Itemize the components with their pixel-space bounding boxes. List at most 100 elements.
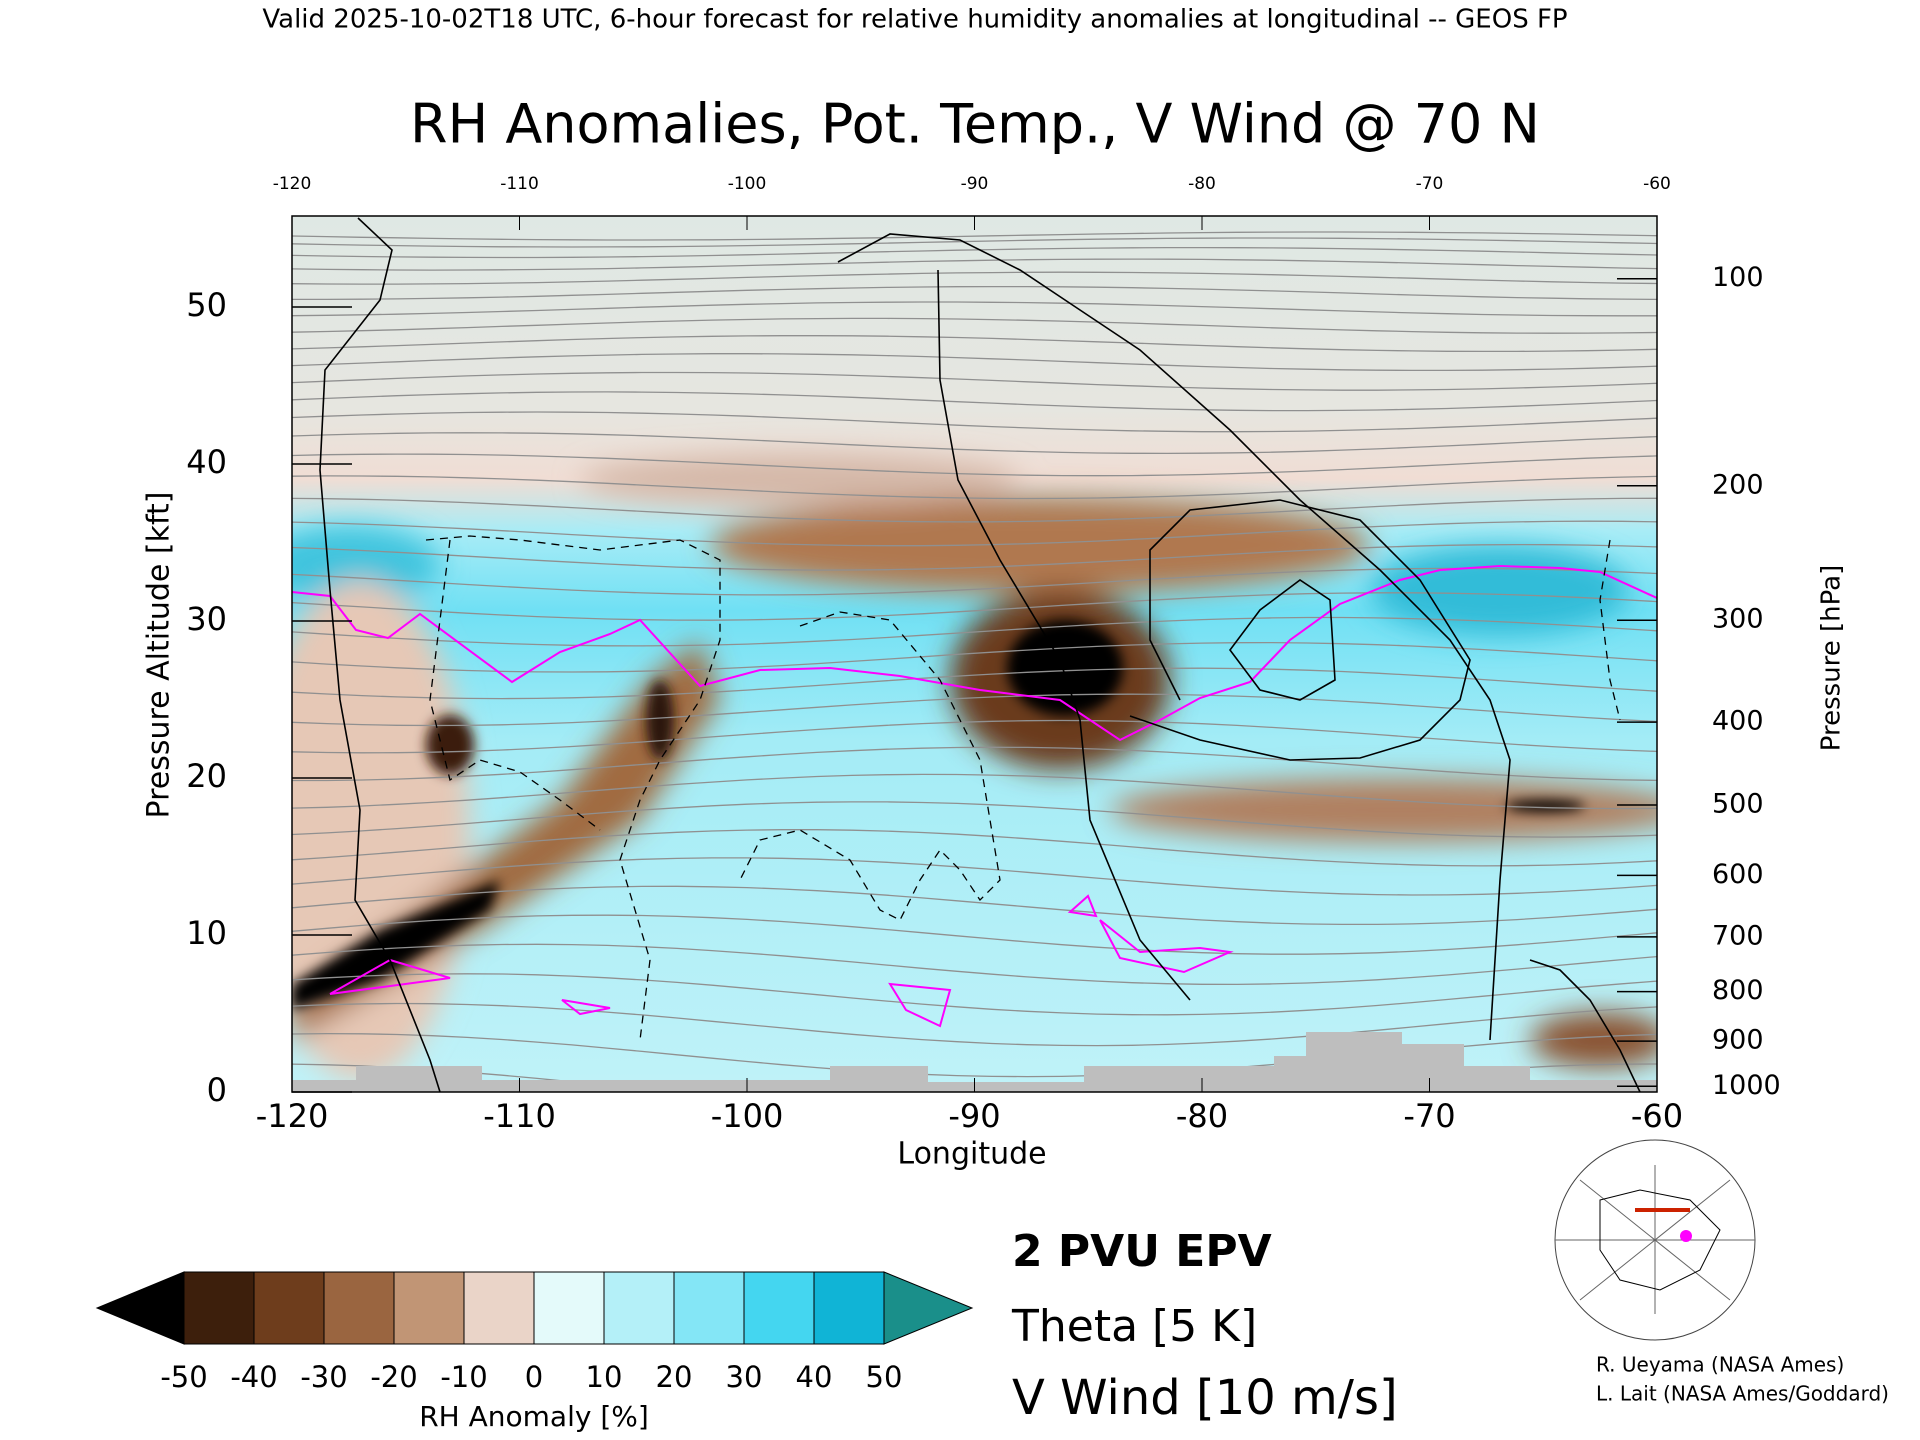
theta-contour (292, 943, 1657, 986)
x-tick-label-top: -60 (1643, 174, 1671, 194)
y2-tick-label: 1000 (1712, 1070, 1781, 1101)
theta-contour (292, 801, 1657, 838)
colorbar-extend-high (883, 1271, 974, 1345)
y2-tick-label: 100 (1712, 262, 1764, 293)
x-tick-label: -60 (1631, 1097, 1683, 1135)
theta-contour (292, 746, 1657, 782)
colorbar-segment (183, 1271, 255, 1345)
colorbar-segment (743, 1271, 815, 1345)
x-axis-label: Longitude (897, 1137, 1046, 1172)
theta-contour (292, 543, 1657, 571)
y2-tick-label: 700 (1712, 920, 1764, 951)
colorbar-label: RH Anomaly [%] (419, 1400, 649, 1433)
colorbar-tick-label: 40 (796, 1360, 833, 1394)
y2-tick-label: 200 (1712, 469, 1764, 500)
colorbar-segment (393, 1271, 465, 1345)
y2-tick-label: 600 (1712, 859, 1764, 890)
theta-contour (292, 1002, 1657, 1047)
legend-entry: V Wind [10 m/s] (1012, 1370, 1398, 1426)
y2-tick-label: 400 (1712, 706, 1764, 737)
colorbar-tick-label: 20 (656, 1360, 693, 1394)
theta-contour (292, 693, 1657, 727)
colorbar-extend-low (95, 1271, 185, 1345)
theta-contour (292, 335, 1657, 353)
theta-contour (292, 237, 1657, 248)
x-tick-label-top: -70 (1416, 174, 1444, 194)
x-tick-label: -100 (711, 1097, 784, 1135)
colorbar-segment (533, 1271, 605, 1345)
colorbar-tick-label: 0 (525, 1360, 543, 1394)
theta-contour (292, 453, 1657, 477)
colorbar-segment (603, 1271, 675, 1345)
colorbar-segment (673, 1271, 745, 1345)
y-tick-label: 0 (207, 1071, 227, 1109)
colorbar-tick-label: 10 (586, 1360, 623, 1394)
x-tick-label: -90 (948, 1097, 1000, 1135)
header: Valid 2025-10-02T18 UTC, 6-hour forecast… (262, 5, 1567, 35)
theta-contour (292, 973, 1657, 1016)
x-tick-label: -80 (1176, 1097, 1228, 1135)
colorbar-tick-label: -50 (160, 1360, 207, 1394)
theta-contour (292, 301, 1657, 317)
x-tick-label-top: -90 (961, 174, 989, 194)
field (292, 216, 1657, 1092)
colorbar-tick-label: -40 (230, 1360, 277, 1394)
y-tick-label: 40 (186, 443, 227, 481)
colorbar-segment (813, 1271, 885, 1345)
credit: R. Ueyama (NASA Ames) (1596, 1353, 1844, 1377)
colorbar-tick-label: -20 (370, 1360, 417, 1394)
x-tick-label-top: -110 (500, 174, 539, 194)
legend-entry: 2 PVU EPV (1012, 1226, 1272, 1277)
theta-contour (292, 520, 1657, 547)
colorbar-segment (253, 1271, 325, 1345)
x-tick-label-top: -120 (273, 174, 312, 194)
theta-contour (292, 719, 1657, 754)
theta-contour (292, 411, 1657, 433)
theta-contour (292, 829, 1657, 867)
y2-tick-label: 300 (1712, 604, 1764, 635)
theta-contour (292, 353, 1657, 372)
y2-tick-label: 900 (1712, 1025, 1764, 1056)
y2-axis-label: Pressure [hPa] (1817, 565, 1847, 752)
colorbar-tick-label: 30 (726, 1360, 763, 1394)
theta-contour (292, 497, 1657, 523)
chart-title: RH Anomalies, Pot. Temp., V Wind @ 70 N (410, 93, 1540, 156)
theta-contour (292, 667, 1657, 700)
theta-contour (292, 317, 1657, 334)
locator-map (1554, 1139, 1756, 1341)
colorbar-segment (463, 1271, 535, 1345)
theta-contour (292, 592, 1657, 621)
legend-entry: Theta [5 K] (1011, 1301, 1257, 1352)
theta-contour (292, 857, 1657, 896)
theta-contour (292, 231, 1657, 241)
y-axis-label: Pressure Altitude [kft] (142, 492, 177, 819)
credit: L. Lait (NASA Ames/Goddard) (1596, 1382, 1889, 1406)
theta-contour (292, 773, 1657, 810)
theta-contour (292, 432, 1657, 455)
theta-contour (292, 246, 1657, 259)
x-tick-label: -70 (1403, 1097, 1455, 1135)
theta-contour (292, 641, 1657, 673)
theta-contour (292, 371, 1657, 391)
x-tick-label-top: -80 (1188, 174, 1216, 194)
theta-contour (292, 914, 1657, 955)
theta-contour (292, 285, 1657, 301)
y-tick-label: 10 (186, 914, 227, 952)
colorbar-tick-label: -30 (300, 1360, 347, 1394)
y2-tick-label: 800 (1712, 975, 1764, 1006)
theta-contour (292, 885, 1657, 926)
x-tick-label-top: -100 (728, 174, 767, 194)
theta-contour (292, 567, 1657, 596)
theta-contour (292, 271, 1657, 285)
y-tick-label: 30 (186, 600, 227, 638)
theta-contour (292, 475, 1657, 500)
x-tick-label: -120 (256, 1097, 329, 1135)
colorbar-segment (323, 1271, 395, 1345)
colorbar-tick-label: 50 (866, 1360, 903, 1394)
x-tick-label: -110 (483, 1097, 556, 1135)
theta-contour (292, 258, 1657, 271)
y-tick-label: 50 (186, 286, 227, 324)
colorbar-tick-label: -10 (440, 1360, 487, 1394)
y2-tick-label: 500 (1712, 789, 1764, 820)
